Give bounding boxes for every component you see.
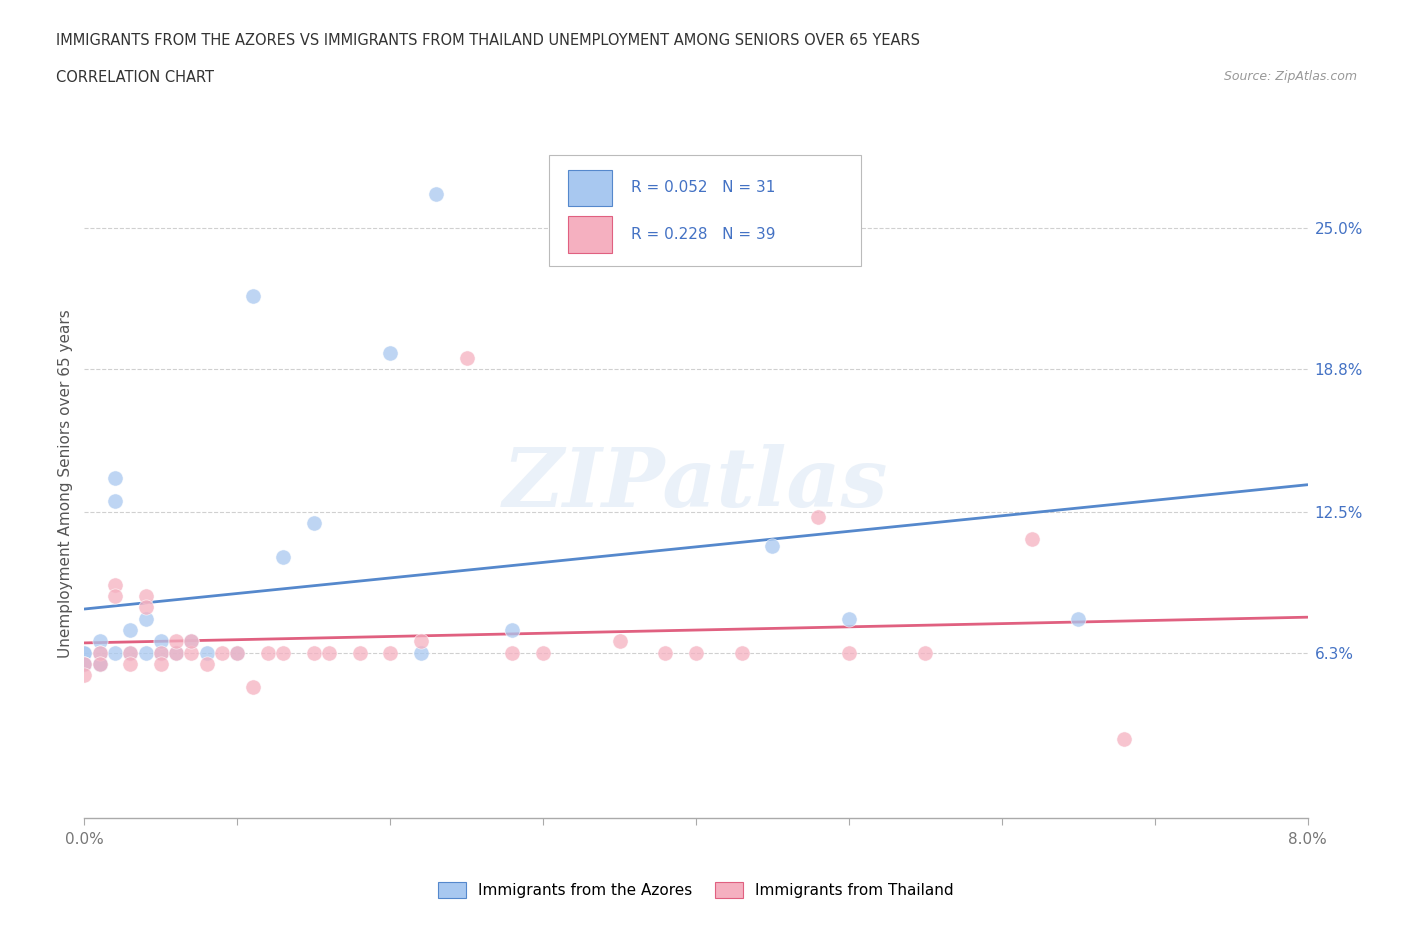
Point: [104, 493, 127, 508]
Point: [165, 634, 187, 649]
Point: [380, 645, 402, 660]
Point: [73, 657, 96, 671]
Point: [257, 645, 280, 660]
Point: [409, 645, 432, 660]
Point: [180, 634, 202, 649]
Point: [89, 645, 111, 660]
Point: [226, 645, 249, 660]
Point: [135, 600, 157, 615]
Point: [914, 645, 936, 660]
Text: CORRELATION CHART: CORRELATION CHART: [56, 70, 214, 85]
Point: [120, 622, 142, 637]
Y-axis label: Unemployment Among Seniors over 65 years: Unemployment Among Seniors over 65 years: [58, 310, 73, 658]
Point: [180, 634, 202, 649]
Point: [226, 645, 249, 660]
Point: [104, 589, 127, 604]
Legend: Immigrants from the Azores, Immigrants from Thailand: Immigrants from the Azores, Immigrants f…: [432, 876, 960, 905]
Point: [302, 645, 325, 660]
Point: [73, 657, 96, 671]
Point: [120, 645, 142, 660]
Point: [120, 657, 142, 671]
Point: [807, 509, 830, 524]
Point: [685, 645, 707, 660]
Point: [211, 645, 233, 660]
Point: [104, 645, 127, 660]
Point: [456, 351, 478, 365]
Point: [73, 657, 96, 671]
FancyBboxPatch shape: [550, 155, 860, 266]
Point: [349, 645, 371, 660]
Point: [149, 657, 172, 671]
Point: [609, 634, 631, 649]
Point: [104, 471, 127, 485]
Point: [425, 187, 447, 202]
Point: [1067, 611, 1090, 626]
Point: [180, 645, 202, 660]
Point: [89, 657, 111, 671]
Point: [149, 634, 172, 649]
Point: [242, 679, 264, 694]
Point: [531, 645, 554, 660]
Point: [654, 645, 676, 660]
Point: [89, 657, 111, 671]
Point: [135, 589, 157, 604]
Point: [104, 578, 127, 592]
Point: [195, 645, 218, 660]
Point: [242, 289, 264, 304]
Point: [302, 516, 325, 531]
Text: R = 0.052   N = 31: R = 0.052 N = 31: [631, 180, 776, 195]
Point: [1114, 732, 1136, 747]
Point: [135, 611, 157, 626]
Point: [731, 645, 754, 660]
Point: [380, 346, 402, 361]
Point: [165, 645, 187, 660]
Point: [89, 634, 111, 649]
Point: [73, 645, 96, 660]
Point: [89, 657, 111, 671]
Text: Source: ZipAtlas.com: Source: ZipAtlas.com: [1223, 70, 1357, 83]
Point: [1021, 532, 1043, 547]
Point: [149, 645, 172, 660]
Point: [73, 645, 96, 660]
Point: [73, 668, 96, 683]
Point: [120, 645, 142, 660]
Point: [89, 645, 111, 660]
Point: [195, 657, 218, 671]
FancyBboxPatch shape: [568, 217, 612, 253]
FancyBboxPatch shape: [568, 169, 612, 206]
Point: [761, 538, 783, 553]
Text: IMMIGRANTS FROM THE AZORES VS IMMIGRANTS FROM THAILAND UNEMPLOYMENT AMONG SENIOR: IMMIGRANTS FROM THE AZORES VS IMMIGRANTS…: [56, 33, 921, 47]
Point: [149, 645, 172, 660]
Point: [271, 645, 294, 660]
Point: [502, 622, 524, 637]
Point: [502, 645, 524, 660]
Point: [409, 634, 432, 649]
Text: R = 0.228   N = 39: R = 0.228 N = 39: [631, 227, 776, 242]
Point: [838, 611, 860, 626]
Point: [838, 645, 860, 660]
Text: ZIPatlas: ZIPatlas: [503, 444, 889, 524]
Point: [135, 645, 157, 660]
Point: [318, 645, 340, 660]
Point: [271, 550, 294, 565]
Point: [165, 645, 187, 660]
